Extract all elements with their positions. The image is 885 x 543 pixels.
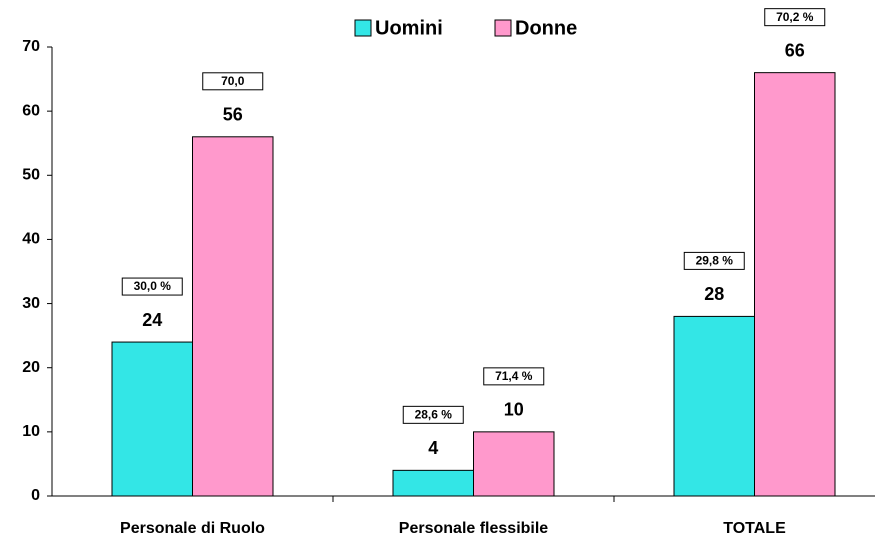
bar: [754, 72, 836, 497]
share-box: [483, 367, 545, 386]
bar: [473, 431, 555, 497]
value-label: 24: [142, 310, 162, 330]
share-label: 29,8 %: [696, 254, 734, 268]
value-label: 4: [428, 438, 438, 458]
value-label: 28: [704, 284, 724, 304]
bar: [192, 136, 274, 497]
share-label: 71,4 %: [495, 369, 533, 383]
value-label: 56: [223, 105, 243, 125]
share-label: 70,2 %: [776, 10, 814, 24]
bar: [392, 469, 474, 497]
legend-label: Uomini: [375, 17, 443, 39]
share-box: [764, 8, 826, 27]
x-tick-label: TOTALE: [723, 520, 786, 537]
y-tick-label: 20: [22, 359, 40, 376]
y-tick-label: 0: [31, 487, 40, 504]
share-label: 28,6 %: [415, 408, 453, 422]
y-tick-label: 30: [22, 295, 40, 312]
share-box: [121, 277, 183, 296]
value-label: 66: [785, 40, 805, 60]
share-label: 30,0 %: [134, 279, 172, 293]
x-tick-label: Personale di Ruolo: [120, 520, 265, 537]
y-tick-label: 70: [22, 38, 40, 55]
legend-swatch: [494, 19, 512, 37]
share-box: [202, 72, 264, 91]
share-label: 70,0: [221, 74, 245, 88]
legend-swatch: [354, 19, 372, 37]
y-tick-label: 10: [22, 423, 40, 440]
bar: [673, 315, 755, 497]
y-tick-label: 40: [22, 231, 40, 248]
bar: [111, 341, 193, 497]
x-tick-label: Personale flessibile: [399, 520, 549, 537]
y-tick-label: 60: [22, 102, 40, 119]
value-label: 10: [504, 400, 524, 420]
y-tick-label: 50: [22, 167, 40, 184]
share-box: [683, 251, 745, 270]
share-box: [402, 405, 464, 424]
legend-label: Donne: [515, 17, 577, 39]
